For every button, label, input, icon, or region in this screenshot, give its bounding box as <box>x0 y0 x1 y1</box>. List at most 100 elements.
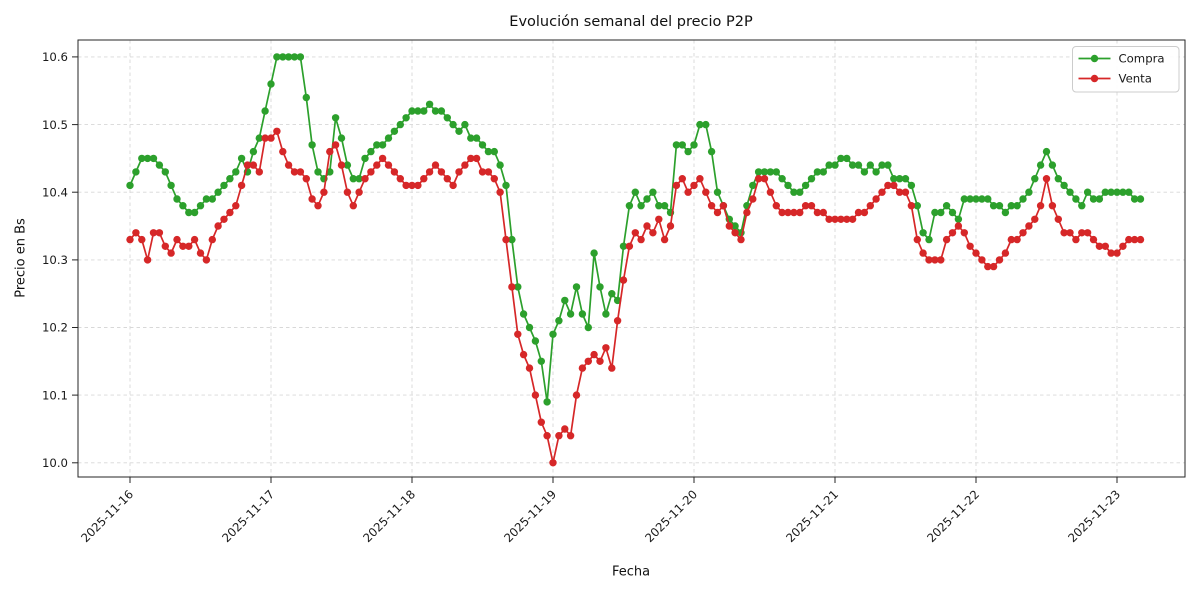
series-venta-marker <box>684 188 692 196</box>
series-venta-marker <box>901 188 910 196</box>
series-compra-marker <box>731 222 739 230</box>
series-compra-marker <box>813 168 822 176</box>
series-venta-marker <box>478 168 487 176</box>
series-compra-marker <box>1066 188 1074 196</box>
series-venta-marker <box>349 202 357 210</box>
series-venta-marker <box>884 181 892 190</box>
series-venta-marker <box>807 202 816 210</box>
series-compra-marker <box>1101 188 1110 196</box>
series-compra-marker <box>854 161 863 169</box>
series-venta-marker <box>831 215 839 223</box>
series-venta-marker <box>1001 249 1010 257</box>
series-venta-marker <box>890 181 898 190</box>
series-compra-marker <box>784 181 792 190</box>
series-venta-marker <box>561 425 569 433</box>
series-venta-marker <box>1119 242 1127 250</box>
series-compra-marker <box>349 175 357 183</box>
series-compra-marker <box>284 53 293 61</box>
series-compra-marker <box>702 120 710 129</box>
series-compra-marker <box>1119 188 1127 196</box>
series-compra-marker <box>566 310 575 318</box>
series-venta-marker <box>1095 242 1104 250</box>
series-compra-marker <box>901 175 910 183</box>
series-compra-marker <box>872 168 880 176</box>
series-compra-marker <box>302 93 310 102</box>
series-venta-marker <box>179 242 187 250</box>
series-venta-marker <box>843 215 851 223</box>
series-compra-marker <box>772 168 780 176</box>
series-compra-marker <box>484 147 493 156</box>
series-venta-marker <box>572 391 581 399</box>
series-venta-marker <box>954 222 963 230</box>
series-venta-marker <box>1101 242 1110 250</box>
series-compra-marker <box>825 161 833 169</box>
series-venta-marker <box>1025 222 1033 230</box>
series-venta-marker <box>995 256 1004 264</box>
series-compra-marker <box>619 242 628 250</box>
series-compra-marker <box>167 181 175 190</box>
series-compra-marker <box>925 235 933 244</box>
series-compra-marker <box>237 154 246 163</box>
series-compra-marker <box>367 147 375 156</box>
series-venta-marker <box>878 188 886 196</box>
axes-frame <box>77 39 1186 478</box>
series-venta-marker <box>449 181 457 190</box>
series-compra-marker <box>1095 195 1104 203</box>
series-venta-marker <box>866 202 874 210</box>
series-venta-marker <box>549 459 557 467</box>
series-compra-marker <box>895 175 904 183</box>
series-venta-marker <box>555 432 563 440</box>
series-compra-marker <box>514 283 522 291</box>
series-compra-marker <box>543 398 551 406</box>
y-tick-label: 10.6 <box>42 50 68 64</box>
series-venta-marker <box>655 215 663 223</box>
series-compra-marker <box>555 317 563 325</box>
series-venta-marker <box>173 235 181 244</box>
series-venta-marker <box>390 168 399 176</box>
series-venta-marker <box>772 202 780 210</box>
series-venta-marker <box>496 188 504 196</box>
series-venta-marker <box>514 330 522 338</box>
series-venta-marker <box>373 161 381 169</box>
series-venta-marker <box>378 154 387 163</box>
series-venta-marker <box>749 195 757 203</box>
series-venta-marker <box>343 188 352 196</box>
series-venta-marker <box>1013 235 1021 244</box>
series-venta-marker <box>872 195 880 203</box>
series-compra-marker <box>261 107 269 115</box>
series-venta-marker <box>161 242 169 250</box>
series-venta-marker <box>660 235 669 244</box>
series-venta-marker <box>778 208 786 217</box>
series-venta-marker <box>237 181 246 190</box>
series-compra-marker <box>143 154 152 163</box>
series-compra-marker <box>919 229 927 237</box>
y-tick-label: 10.0 <box>42 456 68 470</box>
series-venta-marker <box>1048 202 1057 210</box>
series-venta-marker <box>1036 202 1045 210</box>
series-venta-marker <box>467 154 475 163</box>
series-venta-marker <box>1089 235 1098 244</box>
y-axis-label: Precio en Bs <box>13 218 29 298</box>
series-compra-marker <box>778 175 786 183</box>
series-compra-marker <box>337 134 346 142</box>
series-compra-marker <box>290 53 299 61</box>
series-compra-marker <box>1036 161 1045 169</box>
series-venta-marker <box>978 256 986 264</box>
series-compra-marker <box>578 310 587 318</box>
series-venta-marker <box>314 202 322 210</box>
series-venta-marker <box>925 256 933 264</box>
series-venta-marker <box>596 357 604 365</box>
series-venta-marker <box>396 175 404 183</box>
series-compra-marker <box>461 120 469 129</box>
series-compra-marker <box>425 100 434 109</box>
series-venta-marker <box>719 202 728 210</box>
series-venta-marker <box>966 242 974 250</box>
series-compra-marker <box>754 168 763 176</box>
series-compra-marker <box>279 53 287 61</box>
series-venta-marker <box>220 215 228 223</box>
series-venta-marker <box>461 161 469 169</box>
series-compra-marker <box>960 195 968 203</box>
series-venta-marker <box>672 181 681 190</box>
series-compra-marker <box>1089 195 1098 203</box>
